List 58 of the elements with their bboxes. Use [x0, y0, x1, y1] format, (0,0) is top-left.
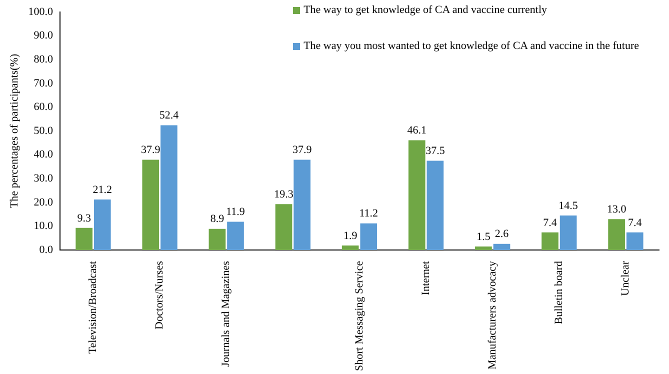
x-tick-label: Journals and Magazines: [220, 261, 232, 367]
legend-label: The way to get knowledge of CA and vaccine currently: [304, 4, 548, 16]
y-tick-label: 90.0: [34, 30, 54, 42]
x-tick-label: Bulletin board: [553, 260, 566, 324]
data-label: 1.5: [476, 230, 491, 243]
y-tick-label: 30.0: [34, 172, 54, 184]
data-label: 52.4: [159, 110, 180, 122]
x-tick-label: Manufacturers advocacy: [486, 260, 498, 370]
bar: [560, 216, 577, 250]
y-tick-label: 80.0: [34, 53, 54, 66]
bar: [275, 204, 292, 250]
bar: [142, 160, 160, 250]
legend-label: The way you most wanted to get knowledge of CA and vaccine in the future: [304, 40, 639, 52]
data-label: 37.5: [426, 145, 446, 158]
bar: [160, 125, 178, 250]
y-tick-label: 60.0: [34, 101, 54, 114]
data-label: 19.3: [274, 188, 294, 200]
bar: [542, 232, 558, 250]
bar: [208, 228, 226, 250]
bar: [342, 245, 359, 250]
bar: [227, 222, 244, 250]
bar: [475, 246, 492, 250]
y-tick-label: 40.0: [34, 148, 54, 161]
y-tick-label: 70.0: [34, 77, 54, 90]
y-tick-label: 100.0: [28, 6, 54, 18]
y-tick-label: 20.0: [34, 196, 54, 208]
data-label: 8.9: [210, 213, 225, 226]
y-axis-title: The percentages of participants(%): [8, 54, 20, 208]
data-label: 14.5: [558, 200, 578, 212]
bar: [608, 219, 625, 250]
bar: [626, 232, 644, 250]
x-tick-label: Television/Broadcast: [87, 261, 100, 354]
data-label: 2.6: [494, 228, 510, 240]
data-label: 37.9: [141, 144, 161, 156]
data-label: 13.0: [606, 203, 627, 216]
data-label: 11.9: [226, 206, 246, 218]
data-label: 7.4: [543, 216, 558, 229]
bar: [493, 244, 510, 250]
bar: [76, 228, 92, 250]
bar: [94, 200, 111, 250]
bar: [408, 140, 426, 250]
data-label: 1.9: [343, 230, 358, 242]
x-tick-label: Short Messaging Service: [353, 260, 366, 371]
y-tick-label: 10.0: [34, 220, 54, 232]
data-label: 9.3: [77, 212, 92, 224]
data-label: 21.2: [92, 184, 112, 196]
x-tick-label: Unclear: [620, 260, 632, 296]
data-label: 37.9: [292, 144, 312, 156]
data-label: 11.2: [359, 208, 378, 220]
bar: [360, 223, 378, 250]
data-label: 7.4: [628, 216, 642, 229]
data-label: 46.1: [407, 124, 427, 137]
bar: [294, 160, 310, 250]
y-tick-label: 0.0: [39, 244, 54, 256]
y-tick-label: 50.0: [34, 124, 54, 137]
x-tick-label: Internet: [420, 261, 432, 296]
x-tick-label: Doctors/Nurses: [154, 261, 166, 330]
bar: [426, 160, 444, 250]
